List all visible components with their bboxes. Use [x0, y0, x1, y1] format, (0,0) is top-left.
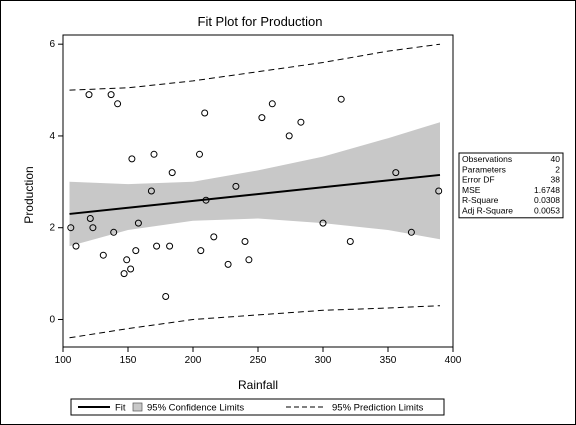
stats-value: 0.0308: [534, 195, 560, 205]
data-point: [407, 228, 415, 236]
x-tick-label: 250: [250, 355, 267, 366]
legend-prediction-label: 95% Prediction Limits: [332, 403, 424, 414]
data-point: [67, 224, 75, 232]
data-point: [132, 247, 140, 255]
data-point: [85, 91, 93, 99]
confidence-band: [69, 122, 440, 247]
data-point: [197, 247, 205, 255]
data-point: [147, 187, 155, 195]
data-point: [153, 242, 161, 250]
y-tick-label: 4: [49, 131, 55, 142]
x-tick-label: 400: [445, 355, 462, 366]
y-tick-label: 2: [49, 223, 55, 234]
stats-value: 40: [551, 154, 561, 164]
stats-value: 1.6748: [534, 185, 560, 195]
y-axis-label: Production: [22, 166, 36, 223]
x-tick-label: 100: [55, 355, 72, 366]
stats-label: R-Square: [462, 195, 499, 205]
data-point: [392, 169, 400, 177]
data-point: [107, 91, 115, 99]
stats-value: 2: [555, 164, 560, 174]
data-point: [150, 150, 158, 158]
data-point: [110, 228, 118, 236]
data-point: [435, 187, 443, 195]
x-tick-label: 200: [185, 355, 202, 366]
data-point: [258, 114, 266, 122]
x-tick-label: 300: [315, 355, 332, 366]
stats-label: Parameters: [462, 164, 506, 174]
data-point: [201, 109, 209, 117]
data-point: [72, 242, 80, 250]
data-point: [319, 219, 327, 227]
data-point: [123, 256, 131, 264]
stats-label: Observations: [462, 154, 512, 164]
stats-label: MSE: [462, 185, 481, 195]
legend-confidence-swatch: [132, 402, 143, 412]
stats-value: 38: [551, 175, 561, 185]
y-tick-label: 6: [49, 39, 55, 50]
data-point: [162, 293, 170, 300]
legend-fit-label: Fit: [115, 403, 126, 414]
data-point: [241, 238, 249, 245]
data-point: [134, 219, 142, 227]
data-point: [232, 182, 240, 190]
data-point: [245, 256, 253, 264]
legend-box: [70, 398, 445, 416]
data-point: [128, 155, 136, 163]
stats-value: 0.0053: [534, 206, 560, 216]
prediction-limit-lower: [69, 305, 441, 339]
data-point: [120, 270, 128, 278]
data-point: [202, 196, 210, 204]
data-point: [86, 215, 94, 222]
data-point: [224, 260, 232, 268]
x-tick-label: 350: [380, 355, 397, 366]
data-point: [285, 132, 293, 140]
data-point: [268, 100, 276, 108]
data-point: [210, 233, 218, 241]
data-point: [114, 100, 122, 108]
x-tick-label: 150: [120, 355, 137, 366]
data-point: [168, 169, 176, 177]
data-point: [166, 242, 174, 250]
legend-confidence-label: 95% Confidence Limits: [147, 403, 244, 414]
fit-line: [69, 173, 441, 215]
prediction-limit-upper: [69, 43, 441, 91]
data-point: [337, 95, 345, 103]
stats-label: Error DF: [462, 175, 495, 185]
data-point: [196, 150, 203, 158]
chart-title: Fit Plot for Production: [198, 14, 323, 29]
stats-table: [458, 152, 564, 219]
data-point: [89, 224, 97, 232]
data-point: [297, 118, 305, 126]
data-point: [346, 238, 354, 245]
y-tick-label: 0: [49, 314, 55, 325]
stats-label: Adj R-Square: [462, 206, 513, 216]
x-axis-label: Rainfall: [238, 378, 278, 392]
data-point: [127, 265, 135, 273]
data-point: [99, 251, 107, 259]
